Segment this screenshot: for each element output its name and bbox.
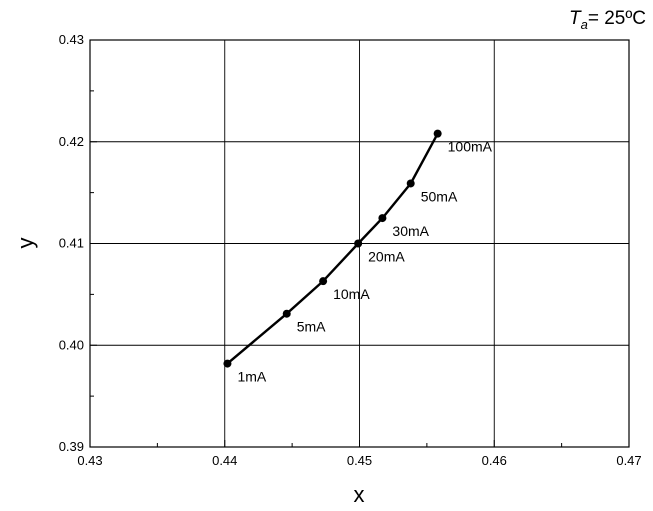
y-tick-label: 0.39 [59,439,84,454]
data-point [223,359,232,368]
x-tick-label: 0.47 [616,453,641,468]
plot-frame [89,39,630,448]
data-point-label: 20mA [368,249,405,265]
y-axis-title: y [13,238,38,249]
data-point [354,239,363,248]
point-labels: 1mA 5mA 10mA 20mA 30mA 50mA 100mA [237,139,492,385]
y-tick-label: 0.40 [59,337,84,352]
data-point [433,129,442,138]
x-tick-label: 0.46 [482,453,507,468]
tick-labels: 0.43 0.44 0.45 0.46 0.47 0.39 0.40 0.41 0.42 0.43 [59,32,642,468]
y-tick-label: 0.43 [59,32,84,47]
data-point [319,277,328,286]
temperature-symbol: T [569,8,582,29]
data-point-label: 30mA [392,223,429,239]
data-point-label: 5mA [297,319,326,335]
temperature-value: = 25ºC [588,8,646,29]
data-point-label: 100mA [448,139,493,155]
series-line [226,133,439,365]
x-tick-label: 0.43 [77,453,102,468]
data-point-label: 1mA [237,369,266,385]
series [223,129,442,368]
temperature-subscript: a [581,17,588,32]
data-point [406,179,415,188]
data-point [378,214,387,223]
x-axis-title: x [354,482,365,507]
data-point-label: 10mA [333,286,370,302]
data-point [282,309,291,318]
y-tick-label: 0.42 [59,134,84,149]
y-tick-label: 0.41 [59,236,84,251]
data-point-label: 50mA [421,188,458,204]
x-tick-label: 0.44 [212,453,237,468]
temperature-annotation: Ta= 25ºC [569,8,646,32]
x-tick-label: 0.45 [347,453,372,468]
